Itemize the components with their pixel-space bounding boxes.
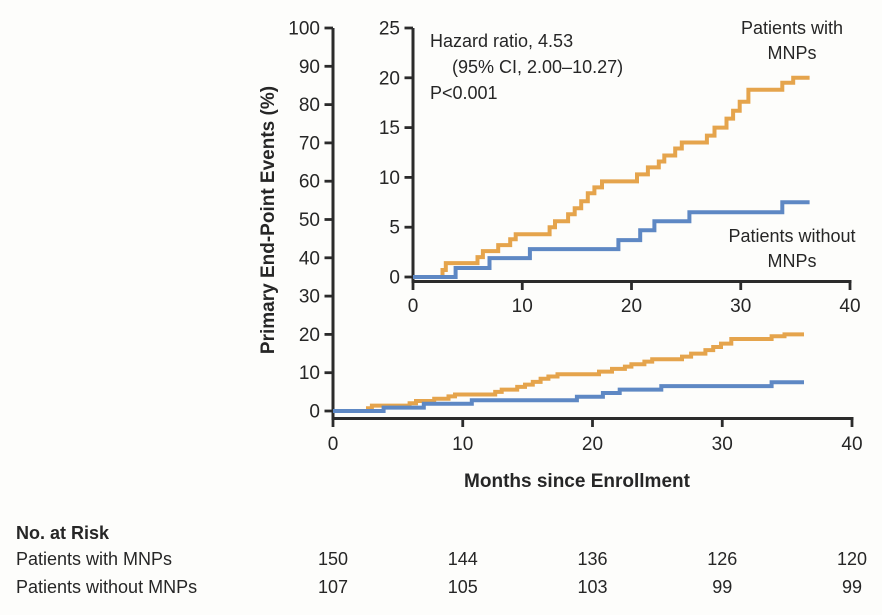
- main-plot-y-tick-label: 60: [299, 172, 320, 193]
- inset-plot-x-tick-label: 20: [621, 296, 642, 317]
- risk-value: 107: [317, 577, 349, 597]
- main-plot-y-tick-label: 30: [299, 287, 320, 308]
- risk-value: 99: [712, 577, 733, 597]
- inset-plot-y-tick-label: 20: [379, 68, 400, 89]
- inset-plot-y-tick-label: 15: [379, 118, 400, 139]
- main-plot-y-tick-label: 40: [299, 248, 320, 269]
- main-plot-x-tick-label: 40: [841, 434, 862, 455]
- risk-value: 103: [577, 577, 608, 597]
- risk-value: 126: [707, 549, 738, 569]
- main-plot-y-tick-label: 90: [299, 57, 320, 78]
- hazard-ratio-annotation: Hazard ratio, 4.53 (95% CI, 2.00–10.27) …: [430, 28, 623, 106]
- inset-plot-x-tick-label: 10: [512, 296, 533, 317]
- annotation-line-2: (95% CI, 2.00–10.27): [452, 57, 624, 77]
- main-plot-x-tick-label: 0: [328, 434, 339, 455]
- inset-plot-curve-without-mnps: [413, 200, 810, 279]
- main-plot-y-tick-label: 10: [299, 363, 320, 384]
- annotation-line-3: P<0.001: [430, 83, 498, 103]
- inset-plot-y-tick-label: 5: [389, 218, 400, 239]
- risk-value: 150: [317, 549, 349, 569]
- risk-value: 120: [836, 549, 868, 569]
- main-plot-y-tick-label: 70: [299, 133, 320, 154]
- main-plot-y-tick-label: 80: [299, 95, 320, 116]
- inset-plot-x-tick-label: 30: [730, 296, 751, 317]
- risk-value: 136: [577, 549, 608, 569]
- main-plot-y-tick-label: 100: [288, 19, 320, 40]
- inset-plot-x-tick-label: 40: [839, 296, 860, 317]
- main-plot-curve-with-mnps: [333, 332, 804, 413]
- risk-row-label-without-mnps: Patients without MNPs: [16, 577, 198, 597]
- risk-value: 105: [447, 577, 478, 597]
- inset-plot-x-tick-label: 0: [408, 296, 419, 317]
- label-patients-with-mnps: Patients with MNPs: [740, 18, 844, 63]
- main-plot-x-tick-label: 30: [712, 434, 733, 455]
- main-plot-curve-without-mnps: [333, 380, 804, 413]
- inset-plot-y-tick-label: 10: [379, 168, 400, 189]
- risk-table-title: No. at Risk: [16, 523, 110, 543]
- main-plot-y-tick-label: 20: [299, 325, 320, 346]
- inset-plot-y-tick-label: 0: [389, 268, 400, 289]
- main-plot-x-tick-label: 20: [582, 434, 603, 455]
- main-plot-y-tick-label: 0: [309, 402, 320, 423]
- risk-value: 99: [841, 577, 863, 597]
- annotation-line-1: Hazard ratio, 4.53: [430, 31, 574, 51]
- y-axis-title: Primary End-Point Events (%): [258, 85, 279, 355]
- inset-plot-y-tick-label: 25: [379, 19, 400, 40]
- label-patients-without-mnps: Patients without MNPs: [728, 226, 856, 271]
- main-plot-y-tick-label: 50: [299, 210, 320, 231]
- risk-value: 144: [447, 549, 478, 569]
- main-plot-x-tick-label: 10: [452, 434, 473, 455]
- inset-plot-curve-with-mnps: [413, 75, 810, 279]
- x-axis-title: Months since Enrollment: [464, 471, 690, 492]
- risk-row-label-with-mnps: Patients with MNPs: [16, 549, 173, 569]
